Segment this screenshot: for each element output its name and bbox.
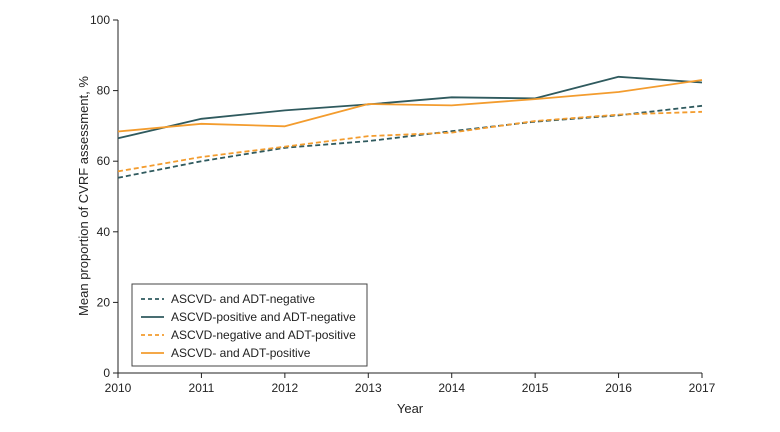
- x-tick-label: 2013: [355, 381, 382, 395]
- legend-label: ASCVD-negative and ADT-positive: [171, 328, 356, 342]
- y-tick-label: 20: [97, 295, 111, 309]
- y-tick-label: 0: [103, 366, 110, 380]
- x-ticks: 2010 2011 2012 2013 2014 2015 2016 2017: [105, 373, 716, 395]
- legend: ASCVD- and ADT-negative ASCVD-positive an…: [131, 283, 368, 367]
- y-tick-label: 80: [97, 84, 111, 98]
- axes: [117, 20, 702, 374]
- legend-items: ASCVD- and ADT-negative ASCVD-positive an…: [141, 292, 356, 360]
- x-tick-label: 2012: [272, 381, 299, 395]
- legend-label: ASCVD- and ADT-positive: [171, 346, 311, 360]
- series-line-4: [117, 79, 703, 133]
- series-line-1: [117, 104, 703, 179]
- x-axis-title: Year: [397, 401, 424, 416]
- x-tick-label: 2014: [438, 381, 465, 395]
- x-tick-label: 2017: [689, 381, 716, 395]
- legend-box: [131, 283, 368, 367]
- series-line-3: [117, 110, 703, 173]
- x-tick-label: 2011: [189, 381, 215, 395]
- legend-label: ASCVD- and ADT-negative: [171, 292, 315, 306]
- y-ticks: 0 20 40 60 80 100: [90, 13, 118, 380]
- series-lines: [117, 75, 703, 179]
- x-tick-label: 2010: [105, 381, 132, 395]
- y-axis-title: Mean proportion of CVRF assessment, %: [76, 76, 91, 316]
- y-tick-label: 100: [90, 13, 110, 27]
- x-tick-label: 2015: [522, 381, 549, 395]
- y-tick-label: 40: [97, 225, 111, 239]
- x-tick-label: 2016: [605, 381, 632, 395]
- legend-label: ASCVD-positive and ADT-negative: [171, 310, 356, 324]
- series-line-2: [117, 75, 703, 140]
- y-tick-label: 60: [97, 154, 111, 168]
